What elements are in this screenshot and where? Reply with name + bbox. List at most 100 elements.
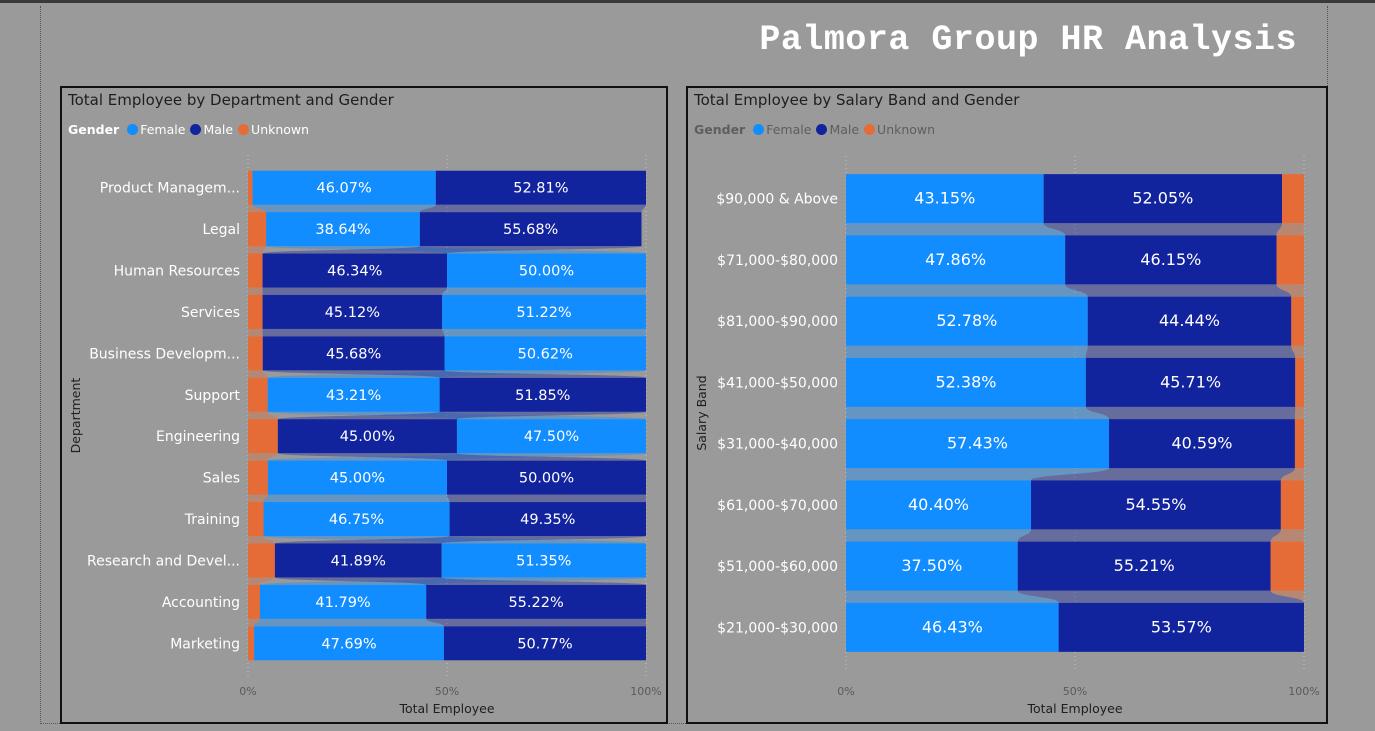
bar-female[interactable] xyxy=(254,626,444,661)
bar-row-product-managem[interactable]: 46.07% 52.81% xyxy=(248,170,646,205)
legend-item-male[interactable]: Male xyxy=(816,122,859,137)
bar-unknown[interactable] xyxy=(1276,235,1304,285)
bar-female[interactable] xyxy=(846,480,1032,530)
bars[interactable]: 46.07% 52.81% 38.64% 55.68% 50.00% 46.34% 51.2… xyxy=(248,170,646,661)
bar-male[interactable] xyxy=(1087,296,1292,346)
bar-unknown[interactable] xyxy=(248,377,268,412)
bar-row-81-000-90-000[interactable]: 52.78% 44.44% xyxy=(846,296,1304,346)
bar-unknown[interactable] xyxy=(1291,296,1304,346)
bar-unknown[interactable] xyxy=(248,336,263,371)
bar-unknown[interactable] xyxy=(248,584,260,619)
bar-row-51-000-60-000[interactable]: 37.50% 55.21% xyxy=(846,541,1304,591)
bar-unknown[interactable] xyxy=(1280,480,1304,530)
bar-male[interactable] xyxy=(439,377,646,412)
bar-male[interactable] xyxy=(1058,602,1304,652)
bar-female[interactable] xyxy=(846,419,1110,469)
bar-unknown[interactable] xyxy=(248,460,268,495)
bar-row-41-000-50-000[interactable]: 52.38% 45.71% xyxy=(846,357,1304,407)
bar-unknown[interactable] xyxy=(248,626,255,661)
bar-row-31-000-40-000[interactable]: 57.43% 40.59% xyxy=(846,419,1304,469)
bar-female[interactable] xyxy=(456,419,646,454)
bar-row-sales[interactable]: 45.00% 50.00% xyxy=(248,460,646,495)
bar-female[interactable] xyxy=(846,235,1066,285)
bar-male[interactable] xyxy=(1031,480,1281,530)
bar-male[interactable] xyxy=(262,336,445,371)
legend-item-female[interactable]: Female xyxy=(127,122,185,137)
bar-female[interactable] xyxy=(266,212,420,247)
bar-male[interactable] xyxy=(443,626,646,661)
bar-unknown[interactable] xyxy=(248,170,253,205)
bar-male[interactable] xyxy=(262,294,443,329)
chart-legend[interactable]: Gender Female Male Unknown xyxy=(694,122,940,137)
bar-female[interactable] xyxy=(447,253,646,288)
bar-row-71-000-80-000[interactable]: 47.86% 46.15% xyxy=(846,235,1304,285)
bar-male[interactable] xyxy=(1085,357,1296,407)
bar-male[interactable] xyxy=(435,170,646,205)
legend-item-male[interactable]: Male xyxy=(190,122,233,137)
bar-female[interactable] xyxy=(846,602,1059,652)
bar-row-research-and-devel[interactable]: 51.35% 41.89% xyxy=(248,543,646,578)
bar-unknown[interactable] xyxy=(248,253,263,288)
bar-male[interactable] xyxy=(419,212,642,247)
data-label-male: 40.59% xyxy=(1171,434,1232,453)
bar-male[interactable] xyxy=(1043,174,1283,224)
legend-item-unknown[interactable]: Unknown xyxy=(238,122,309,137)
bar-male[interactable] xyxy=(277,419,457,454)
data-label-male: 50.00% xyxy=(519,471,574,487)
bar-male[interactable] xyxy=(447,460,646,495)
bar-male[interactable] xyxy=(262,253,447,288)
legend-item-female[interactable]: Female xyxy=(753,122,811,137)
bar-male[interactable] xyxy=(1109,419,1295,469)
bar-unknown[interactable] xyxy=(248,543,275,578)
bar-row-training[interactable]: 46.75% 49.35% xyxy=(248,502,646,537)
bar-female[interactable] xyxy=(444,336,646,371)
bar-unknown[interactable] xyxy=(1270,541,1304,591)
bar-female[interactable] xyxy=(252,170,436,205)
bar-row-90-000-above[interactable]: 43.15% 52.05% xyxy=(846,174,1304,224)
bar-row-21-000-30-000[interactable]: 46.43% 53.57% xyxy=(846,602,1304,652)
bar-row-human-resources[interactable]: 50.00% 46.34% xyxy=(248,253,646,288)
ribbon-male xyxy=(419,204,646,213)
bar-male[interactable] xyxy=(1065,235,1277,285)
legend-dot-unknown xyxy=(238,124,250,135)
bar-female[interactable] xyxy=(259,584,427,619)
bar-unknown[interactable] xyxy=(248,294,263,329)
bar-unknown[interactable] xyxy=(248,212,267,247)
bar-unknown[interactable] xyxy=(248,502,264,537)
bar-male[interactable] xyxy=(449,502,646,537)
bar-female[interactable] xyxy=(846,357,1086,407)
bar-row-services[interactable]: 51.22% 45.12% xyxy=(248,294,646,329)
bar-row-marketing[interactable]: 47.69% 50.77% xyxy=(248,626,646,661)
bar-male[interactable] xyxy=(1017,541,1271,591)
bar-male[interactable] xyxy=(426,584,646,619)
legend-dot-male xyxy=(190,124,202,135)
bar-female[interactable] xyxy=(267,377,440,412)
bar-unknown[interactable] xyxy=(1294,419,1304,469)
bar-female[interactable] xyxy=(441,543,646,578)
bar-unknown[interactable] xyxy=(248,419,278,454)
bar-female[interactable] xyxy=(846,541,1018,591)
bar-female[interactable] xyxy=(846,296,1088,346)
category-label: $21,000-$30,000 xyxy=(717,620,838,636)
legend-item-unknown[interactable]: Unknown xyxy=(864,122,935,137)
bar-row-accounting[interactable]: 41.79% 55.22% xyxy=(248,584,646,619)
bar-female[interactable] xyxy=(846,174,1044,224)
bar-row-engineering[interactable]: 47.50% 45.00% xyxy=(248,419,646,454)
salary-band-gender-chart[interactable]: Total Employee by Salary Band and Gender… xyxy=(686,86,1328,724)
bar-female[interactable] xyxy=(267,460,447,495)
bar-unknown[interactable] xyxy=(1282,174,1304,224)
bars[interactable]: 43.15% 52.05% 47.86% 46.15% 52.78% 44.44% 52.3… xyxy=(846,174,1304,652)
department-gender-chart[interactable]: Total Employee by Department and Gender … xyxy=(60,86,668,724)
chart-legend[interactable]: Gender Female Male Unknown xyxy=(68,122,314,137)
data-label-female: 47.86% xyxy=(925,250,986,269)
salary-chart-plot[interactable]: 43.15% 52.05% 47.86% 46.15% 52.78% 44.44% 52.3… xyxy=(688,88,1326,722)
bar-unknown[interactable] xyxy=(1295,357,1304,407)
bar-female[interactable] xyxy=(263,502,450,537)
bar-female[interactable] xyxy=(442,294,646,329)
bar-row-support[interactable]: 43.21% 51.85% xyxy=(248,377,646,412)
department-chart-plot[interactable]: 46.07% 52.81% 38.64% 55.68% 50.00% 46.34% 51.2… xyxy=(62,88,666,722)
bar-row-business-developm[interactable]: 50.62% 45.68% xyxy=(248,336,646,371)
bar-row-legal[interactable]: 38.64% 55.68% xyxy=(248,212,642,247)
bar-row-61-000-70-000[interactable]: 40.40% 54.55% xyxy=(846,480,1304,530)
bar-male[interactable] xyxy=(274,543,442,578)
